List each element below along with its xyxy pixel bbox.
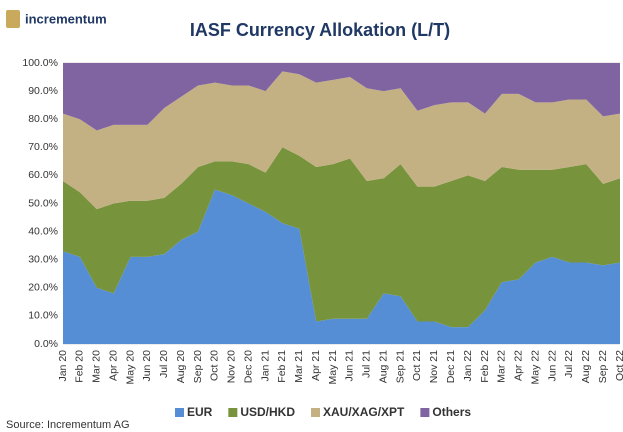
x-tick-label: Dec 21 [445,350,457,383]
legend-swatch [175,408,184,417]
x-tick-label: Nov 20 [226,350,238,383]
y-tick-label: 80.0% [28,113,58,125]
logo-icon [6,10,20,28]
x-tick-label: Jun 21 [344,350,356,382]
x-tick-label: Feb 21 [276,350,288,383]
x-tick-label: Oct 22 [614,350,623,381]
x-tick-label: Jun 22 [546,350,558,382]
x-tick-label: Sep 21 [394,350,406,383]
legend-swatch [228,408,238,417]
x-tick-label: Jul 21 [361,350,373,378]
x-tick-label: Aug 21 [377,350,389,383]
x-tick-label: Apr 20 [107,350,119,381]
legend-swatch [311,408,321,417]
x-tick-label: Apr 21 [310,350,322,381]
area [63,71,620,210]
y-tick-label: 40.0% [28,225,58,237]
x-tick-label: Oct 21 [411,350,423,381]
x-tick-label: Jun 20 [141,350,153,382]
x-tick-label: Aug 20 [175,350,187,383]
y-tick-label: 70.0% [28,141,58,153]
x-tick-label: Jan 20 [57,350,69,382]
y-tick-label: 90.0% [28,85,58,97]
source: Source: Incrementum AG [6,419,130,431]
legend-label: USD/HKD [240,405,295,419]
area [63,63,620,131]
x-tick-label: Sep 22 [597,350,609,383]
x-tick-label: Aug 22 [580,350,592,383]
brand: incrementum [25,11,107,26]
y-tick-label: 60.0% [28,169,58,181]
logo: incrementum [6,10,107,28]
area [63,189,620,344]
x-tick-label: May 20 [124,350,136,385]
x-tick-label: Jul 20 [158,350,170,378]
x-tick-label: Mar 20 [91,350,103,383]
chart-title: IASF Currency Allokation (L/T) [190,20,450,40]
y-tick-label: 0.0% [34,338,58,350]
x-tick-label: Mar 22 [496,350,508,383]
area [63,147,620,328]
x-tick-label: May 22 [529,350,541,385]
legend-label: Others [432,405,471,419]
x-tick-label: Jul 22 [563,350,575,378]
x-tick-label: Jan 21 [259,350,271,382]
x-tick-label: Dec 20 [242,350,254,383]
x-tick-label: Nov 21 [428,350,440,383]
y-tick-label: 30.0% [28,253,58,265]
x-tick-label: Oct 20 [209,350,221,381]
x-tick-label: Apr 22 [513,350,525,381]
legend-label: EUR [187,405,213,419]
x-tick-label: Feb 22 [479,350,491,383]
y-tick-label: 10.0% [28,310,58,322]
x-tick-label: Jan 22 [462,350,474,382]
x-tick-label: Mar 21 [293,350,305,383]
legend-swatch [420,408,430,417]
x-tick-label: Feb 20 [74,350,86,383]
x-tick-label: May 21 [327,350,339,385]
x-tick-label: Sep 20 [192,350,204,383]
y-tick-label: 20.0% [28,282,58,294]
legend: EUR USD/HKD XAU/XAG/XPT Others [175,405,471,419]
y-tick-label: 100.0% [22,57,58,69]
y-tick-label: 50.0% [28,197,58,209]
legend-label: XAU/XAG/XPT [323,405,405,419]
